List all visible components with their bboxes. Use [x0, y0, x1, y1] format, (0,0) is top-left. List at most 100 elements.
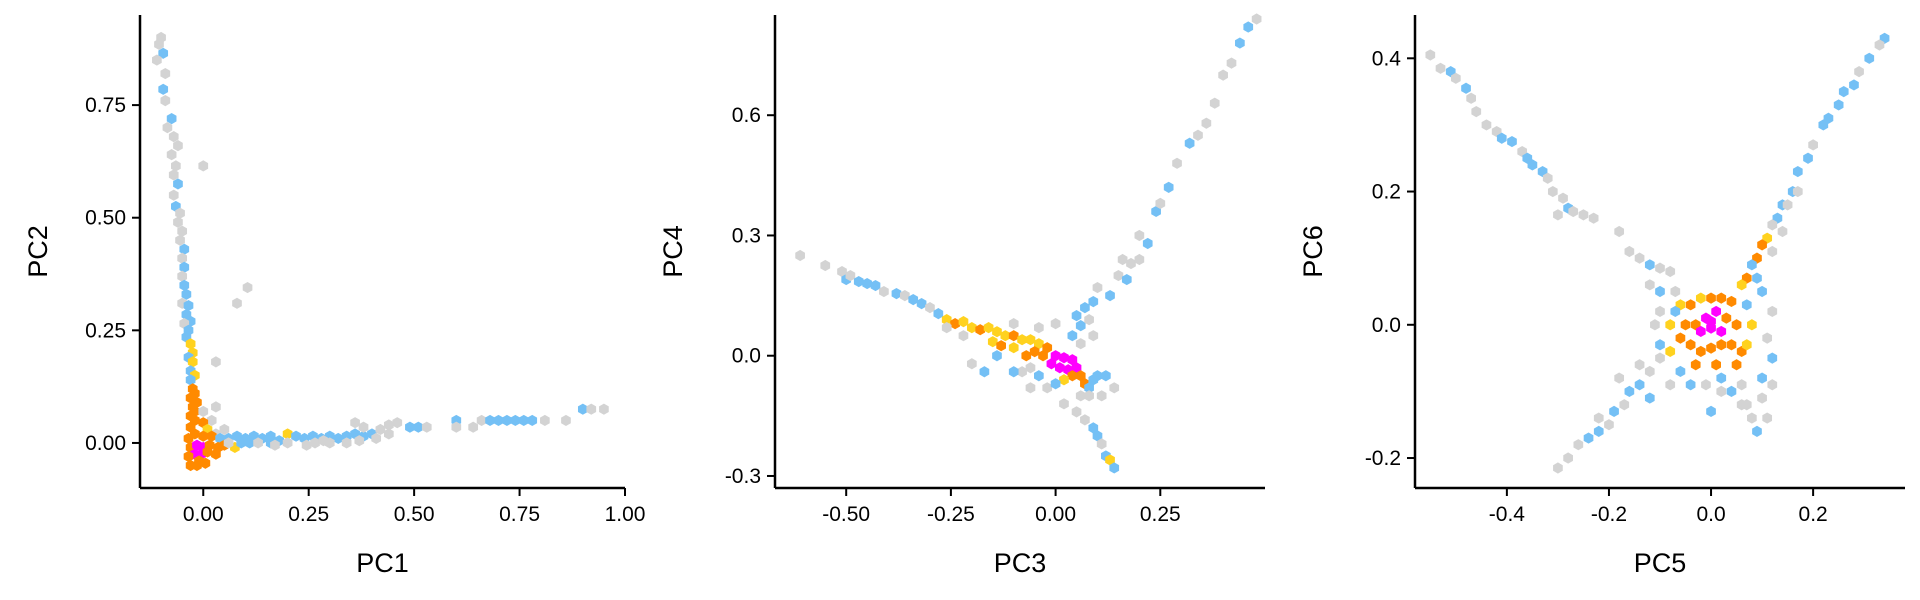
hex-cell: [1593, 412, 1604, 424]
x-tick-label: 0.00: [183, 503, 224, 526]
hex-cell: [1088, 296, 1099, 308]
hex-cell: [1008, 318, 1019, 330]
hex-cell: [899, 289, 910, 302]
hex-cell: [1655, 285, 1665, 298]
hex-cell: [1614, 225, 1625, 238]
hex-cell: [1685, 339, 1696, 351]
y-axis-title: PC4: [658, 225, 688, 278]
hex-cell: [179, 243, 190, 255]
hex-cell: [1134, 253, 1145, 266]
hex-cell: [1644, 365, 1655, 378]
y-tick-label: 0.75: [85, 94, 126, 117]
hex-cell: [350, 417, 360, 429]
hex-cell: [383, 419, 394, 431]
hex-cell: [1695, 292, 1706, 304]
hex-cell: [1578, 209, 1589, 221]
hex-cell: [1655, 305, 1665, 318]
hex-cell: [358, 421, 369, 433]
hex-cell: [795, 249, 805, 262]
hex-cell: [158, 83, 169, 95]
hex-cell: [992, 350, 1002, 362]
hex-cell: [1716, 325, 1727, 338]
y-axis-title: PC6: [1298, 225, 1328, 278]
hex-cell: [1634, 252, 1645, 264]
hex-cell: [1762, 332, 1773, 344]
hex-cell: [1155, 197, 1166, 209]
y-tick-label: 0.00: [85, 432, 126, 455]
hex-cell: [1025, 362, 1036, 374]
hex-cell: [1849, 79, 1859, 91]
hex-cell: [1050, 350, 1061, 362]
hex-cell: [1563, 452, 1573, 464]
hex-cell: [908, 294, 919, 306]
hex-cell: [1782, 199, 1793, 211]
y-tick-label: -0.3: [725, 465, 761, 488]
hex-cell: [451, 421, 462, 433]
hex-cell: [1711, 305, 1721, 318]
hex-cell: [202, 446, 213, 458]
hex-cell: [837, 265, 847, 278]
hex-cell: [1803, 152, 1813, 164]
hex-cell: [177, 225, 188, 237]
hex-cell: [1088, 330, 1099, 342]
hex-cell: [1634, 379, 1645, 391]
hex-cell: [1711, 359, 1721, 371]
x-axis-title: PC1: [356, 548, 409, 578]
hex-cell: [1163, 181, 1174, 193]
hex-cell: [1553, 209, 1563, 221]
hex-cell: [1777, 225, 1788, 238]
hex-cell: [1054, 362, 1065, 374]
hex-cell: [1046, 358, 1057, 370]
hex-cell: [1151, 205, 1161, 218]
hex-cell: [1109, 382, 1120, 394]
hex-cell: [1507, 135, 1517, 148]
hex-cell: [1084, 314, 1094, 326]
hex-cell: [1716, 372, 1727, 384]
hex-cell: [820, 259, 831, 272]
hex-cell: [1609, 405, 1619, 417]
panel-pc1-pc2: 0.00 0.25 0.50 0.75 1.00 0.00 0.25 0.50 0.75 PC1 P…: [23, 15, 645, 578]
hex-cell: [1757, 372, 1767, 384]
hex-cell: [324, 437, 335, 449]
hex-cell: [493, 414, 504, 427]
hex-cell: [1558, 192, 1568, 204]
hex-cell: [1644, 279, 1655, 291]
hex-cell: [468, 421, 479, 433]
hex-cell: [192, 459, 202, 472]
hex-cell: [1716, 385, 1727, 397]
hex-cell: [1084, 382, 1094, 394]
hex-cell: [510, 414, 521, 427]
hex-cell: [244, 437, 255, 449]
hex-cell: [1450, 72, 1461, 84]
hex-cell: [1695, 345, 1706, 358]
hex-cell: [1008, 342, 1019, 354]
hex-cell: [1675, 332, 1686, 344]
hexbin-cells: [795, 13, 1262, 474]
hex-cell: [168, 131, 179, 143]
hex-cell: [879, 285, 889, 298]
hex-cell: [987, 336, 998, 348]
hex-cell: [1101, 370, 1111, 382]
hex-cell: [1008, 330, 1019, 342]
hex-cell: [200, 457, 211, 469]
hex-cell: [183, 432, 194, 445]
hex-cell: [1075, 370, 1086, 382]
hex-cell: [1706, 342, 1716, 354]
hex-cell: [175, 234, 185, 246]
hex-cell: [301, 439, 312, 451]
hex-cell: [1665, 345, 1676, 358]
hex-cell: [870, 279, 881, 292]
hex-cell: [1105, 454, 1115, 466]
hex-cell: [160, 67, 171, 80]
hex-cell: [405, 421, 415, 433]
hex-cell: [1080, 302, 1090, 314]
hex-cell: [1614, 372, 1625, 384]
hex-cell: [1059, 374, 1069, 386]
hex-cell: [853, 275, 864, 288]
hex-cell: [1071, 362, 1082, 374]
y-axis-title: PC2: [23, 225, 53, 278]
hex-cell: [1701, 379, 1711, 391]
hex-cell: [1741, 299, 1752, 311]
hex-cell: [983, 322, 994, 334]
hex-cell: [1425, 49, 1436, 61]
